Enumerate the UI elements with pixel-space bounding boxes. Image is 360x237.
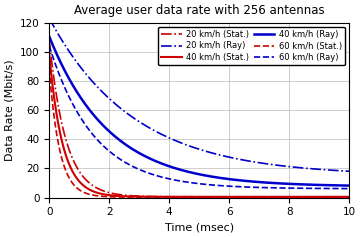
X-axis label: Time (msec): Time (msec) [165, 223, 234, 233]
Title: Average user data rate with 256 antennas: Average user data rate with 256 antennas [74, 4, 325, 17]
Y-axis label: Data Rate (Mbit/s): Data Rate (Mbit/s) [4, 59, 14, 161]
Legend: 20 km/h (Stat.), 20 km/h (Ray), 40 km/h (Stat.), 40 km/h (Ray), 60 km/h (Stat.),: 20 km/h (Stat.), 20 km/h (Ray), 40 km/h … [158, 27, 345, 65]
